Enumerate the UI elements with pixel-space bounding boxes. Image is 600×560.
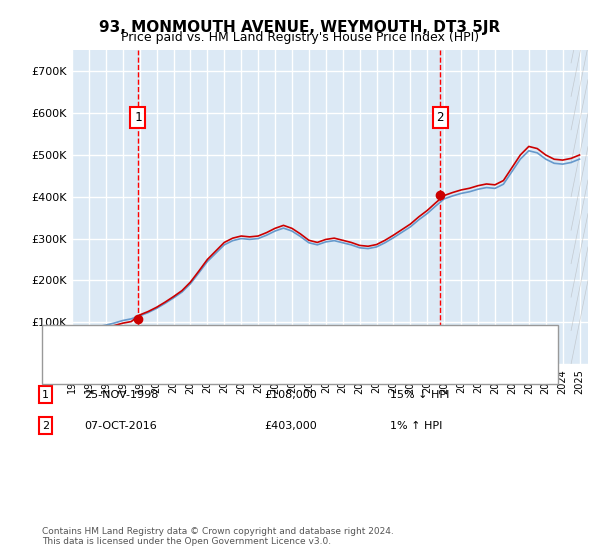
Text: 15% ↓ HPI: 15% ↓ HPI	[390, 390, 449, 400]
Text: 1: 1	[134, 111, 142, 124]
Bar	[571, 50, 588, 364]
Text: HPI: Average price, detached house, Dorset: HPI: Average price, detached house, Dors…	[78, 362, 305, 372]
Text: Price paid vs. HM Land Registry's House Price Index (HPI): Price paid vs. HM Land Registry's House …	[121, 31, 479, 44]
Text: 07-OCT-2016: 07-OCT-2016	[84, 421, 157, 431]
Text: 93, MONMOUTH AVENUE, WEYMOUTH, DT3 5JR: 93, MONMOUTH AVENUE, WEYMOUTH, DT3 5JR	[100, 20, 500, 35]
Text: 2: 2	[437, 111, 444, 124]
Text: 93, MONMOUTH AVENUE, WEYMOUTH, DT3 5JR (detached house): 93, MONMOUTH AVENUE, WEYMOUTH, DT3 5JR (…	[78, 337, 417, 347]
Text: ———: ———	[51, 360, 92, 374]
Text: ———: ———	[51, 334, 92, 348]
Text: 1: 1	[42, 390, 49, 400]
Text: £403,000: £403,000	[264, 421, 317, 431]
Text: 2: 2	[42, 421, 49, 431]
Text: £108,000: £108,000	[264, 390, 317, 400]
Text: 25-NOV-1998: 25-NOV-1998	[84, 390, 158, 400]
Text: Contains HM Land Registry data © Crown copyright and database right 2024.
This d: Contains HM Land Registry data © Crown c…	[42, 526, 394, 546]
Text: 1% ↑ HPI: 1% ↑ HPI	[390, 421, 442, 431]
